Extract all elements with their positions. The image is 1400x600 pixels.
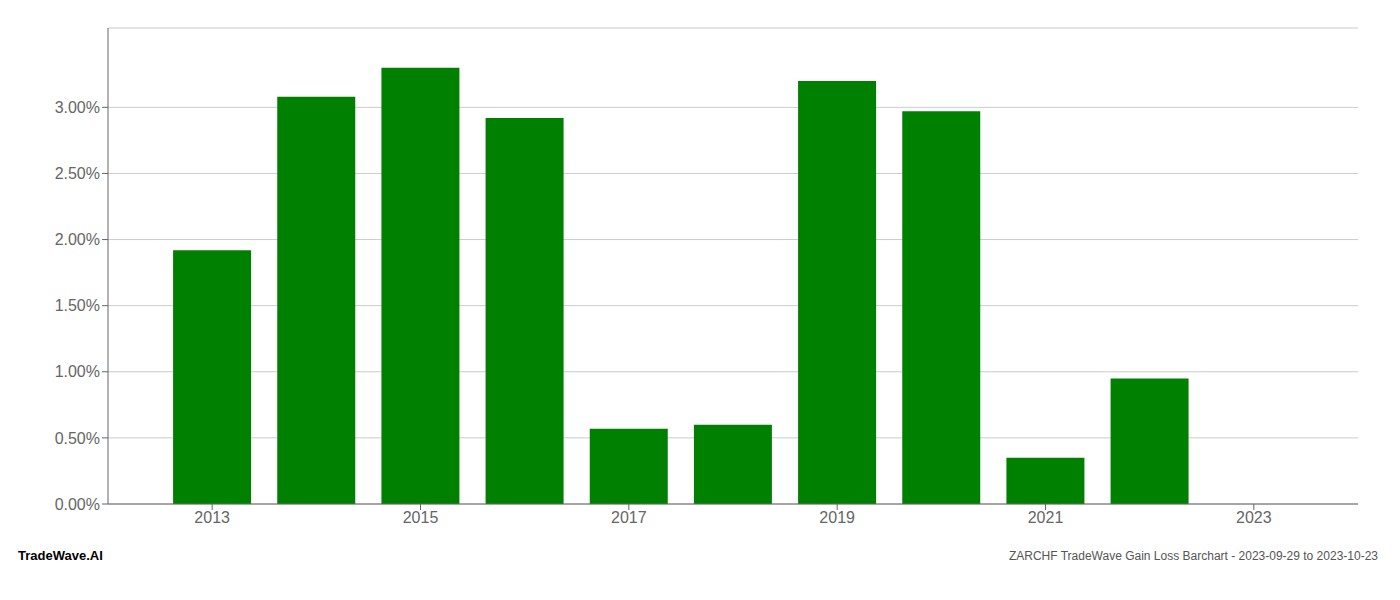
svg-text:2015: 2015 — [403, 509, 439, 526]
svg-text:2.00%: 2.00% — [55, 231, 100, 248]
svg-text:0.50%: 0.50% — [55, 430, 100, 447]
svg-text:3.00%: 3.00% — [55, 99, 100, 116]
html-text:TradeWave.AI: TradeWave.AI — [18, 548, 103, 563]
svg-text:1.00%: 1.00% — [55, 363, 100, 380]
svg-text:2.50%: 2.50% — [55, 165, 100, 182]
svg-text:2021: 2021 — [1028, 509, 1064, 526]
svg-text:2023: 2023 — [1236, 509, 1272, 526]
svg-text:2013: 2013 — [194, 509, 230, 526]
svg-text:2019: 2019 — [819, 509, 855, 526]
html-text:ZARCHF TradeWave Gain Loss Bar: ZARCHF TradeWave Gain Loss Barchart - 20… — [1008, 549, 1378, 563]
svg-text:1.50%: 1.50% — [55, 297, 100, 314]
svg-text:0.00%: 0.00% — [55, 496, 100, 513]
svg-text:2017: 2017 — [611, 509, 647, 526]
